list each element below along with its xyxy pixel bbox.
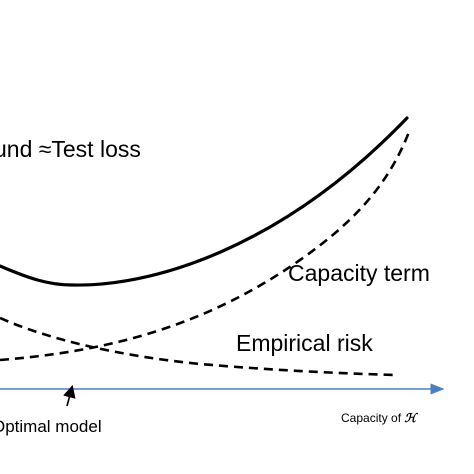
capacity-term-curve: [0, 131, 411, 362]
empirical-risk-curve: [0, 316, 396, 377]
x-axis-label-prefix: Capacity of: [341, 411, 404, 425]
test-loss-curve: [0, 116, 409, 287]
optimal-model-pointer: [63, 384, 76, 407]
capacity-term-label: Capacity term: [288, 260, 430, 286]
x-axis-label: Capacity of ℋ: [341, 411, 418, 425]
empirical-risk-label: Empirical risk: [236, 330, 373, 356]
test-loss-label: und ≈Test loss: [0, 136, 141, 162]
x-axis-label-symbol: ℋ: [404, 411, 418, 425]
optimal-model-label: Optimal model: [0, 417, 102, 436]
